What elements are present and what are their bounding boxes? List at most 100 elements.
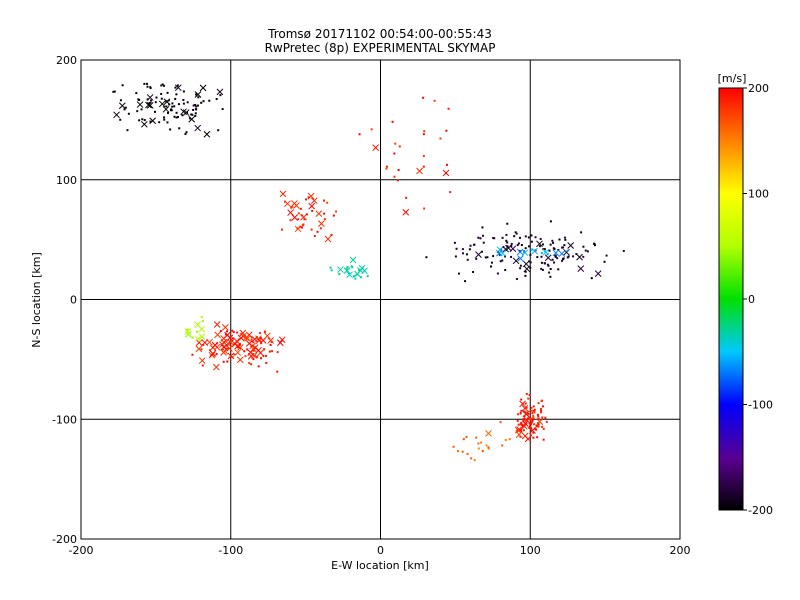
data-cross (216, 88, 224, 96)
data-cross (567, 242, 575, 249)
data-dot (572, 255, 575, 258)
data-dot (510, 242, 513, 245)
colorbar: [m/s] (718, 72, 746, 511)
data-dot (505, 233, 508, 236)
data-dot (536, 256, 539, 259)
data-cross (184, 330, 192, 338)
data-dot (455, 247, 458, 250)
data-dot (527, 245, 530, 248)
data-dot (265, 361, 268, 364)
data-cross (324, 235, 332, 243)
data-dot (498, 253, 501, 256)
data-dot (119, 118, 122, 121)
data-dot (191, 353, 194, 356)
data-dot (465, 436, 468, 439)
data-dot (310, 228, 313, 231)
colorbar-ticks: -200 -100 0 100 200 (743, 82, 773, 517)
data-cross (198, 357, 206, 364)
data-dot (593, 242, 596, 245)
data-dot (530, 406, 533, 409)
data-dot (202, 100, 205, 103)
data-cross (475, 251, 482, 258)
data-dot (176, 84, 179, 87)
data-dot (536, 436, 539, 439)
data-dot (393, 175, 396, 178)
data-dot (163, 116, 166, 119)
data-dot (185, 131, 188, 134)
data-dot (191, 113, 194, 116)
data-dot (549, 275, 552, 278)
data-cross (162, 105, 170, 113)
data-dot (551, 239, 554, 242)
data-dot (481, 450, 484, 453)
data-cross (201, 339, 209, 346)
data-dot (524, 274, 527, 277)
data-dot (540, 411, 543, 414)
data-dot (259, 332, 262, 335)
data-dot (194, 114, 197, 117)
data-dot (175, 111, 178, 114)
data-dot (422, 154, 425, 157)
data-dot (566, 256, 569, 259)
data-dot (506, 241, 509, 244)
data-dot (300, 226, 303, 229)
data-dot (439, 137, 442, 140)
data-dot (182, 98, 185, 101)
data-dot (201, 364, 204, 367)
data-dot (329, 266, 332, 269)
data-dot (529, 253, 532, 256)
data-dot (501, 259, 504, 262)
data-dot (236, 331, 239, 334)
data-dot (544, 416, 547, 419)
data-dot (195, 330, 198, 333)
data-cross (284, 200, 291, 208)
data-dot (492, 255, 495, 258)
data-cross (209, 350, 217, 357)
data-cross (307, 192, 315, 200)
data-cross (485, 430, 492, 437)
data-dot (186, 101, 189, 104)
data-dot (519, 267, 522, 270)
data-dot (175, 93, 178, 96)
data-cross (552, 249, 560, 257)
data-dot (520, 429, 523, 432)
data-cross (245, 340, 253, 347)
data-cross (519, 400, 526, 408)
data-dot (226, 360, 229, 363)
data-dot (452, 445, 455, 448)
data-cross (149, 117, 157, 125)
data-dot (166, 91, 169, 94)
y-axis-label: N-S location [km] (30, 252, 43, 348)
data-dot (121, 84, 124, 87)
data-dot (276, 370, 279, 373)
data-dot (536, 425, 539, 428)
data-dot (263, 347, 266, 350)
data-cross (512, 257, 520, 265)
y-tick-label: -100 (52, 413, 77, 426)
data-cross (213, 343, 221, 351)
data-dot (338, 273, 341, 276)
data-dot (529, 261, 532, 264)
data-cross (343, 267, 351, 274)
data-dot (359, 276, 362, 279)
data-dot (313, 235, 316, 238)
data-dot (197, 96, 200, 99)
data-dot (516, 419, 519, 422)
data-cross (576, 253, 583, 261)
data-dot (492, 236, 495, 239)
data-dot (352, 275, 355, 278)
data-dot (141, 118, 144, 121)
data-dot (487, 447, 490, 450)
data-dot (165, 105, 168, 108)
data-dot (561, 246, 564, 249)
data-dot (143, 119, 146, 122)
data-dot (250, 363, 253, 366)
data-dot (264, 330, 267, 333)
data-cross (244, 334, 251, 342)
data-dot (163, 84, 166, 87)
data-cross (220, 335, 228, 342)
data-dot (260, 357, 263, 360)
data-dot (370, 128, 373, 131)
data-dot (215, 98, 218, 101)
data-dot (171, 102, 174, 105)
